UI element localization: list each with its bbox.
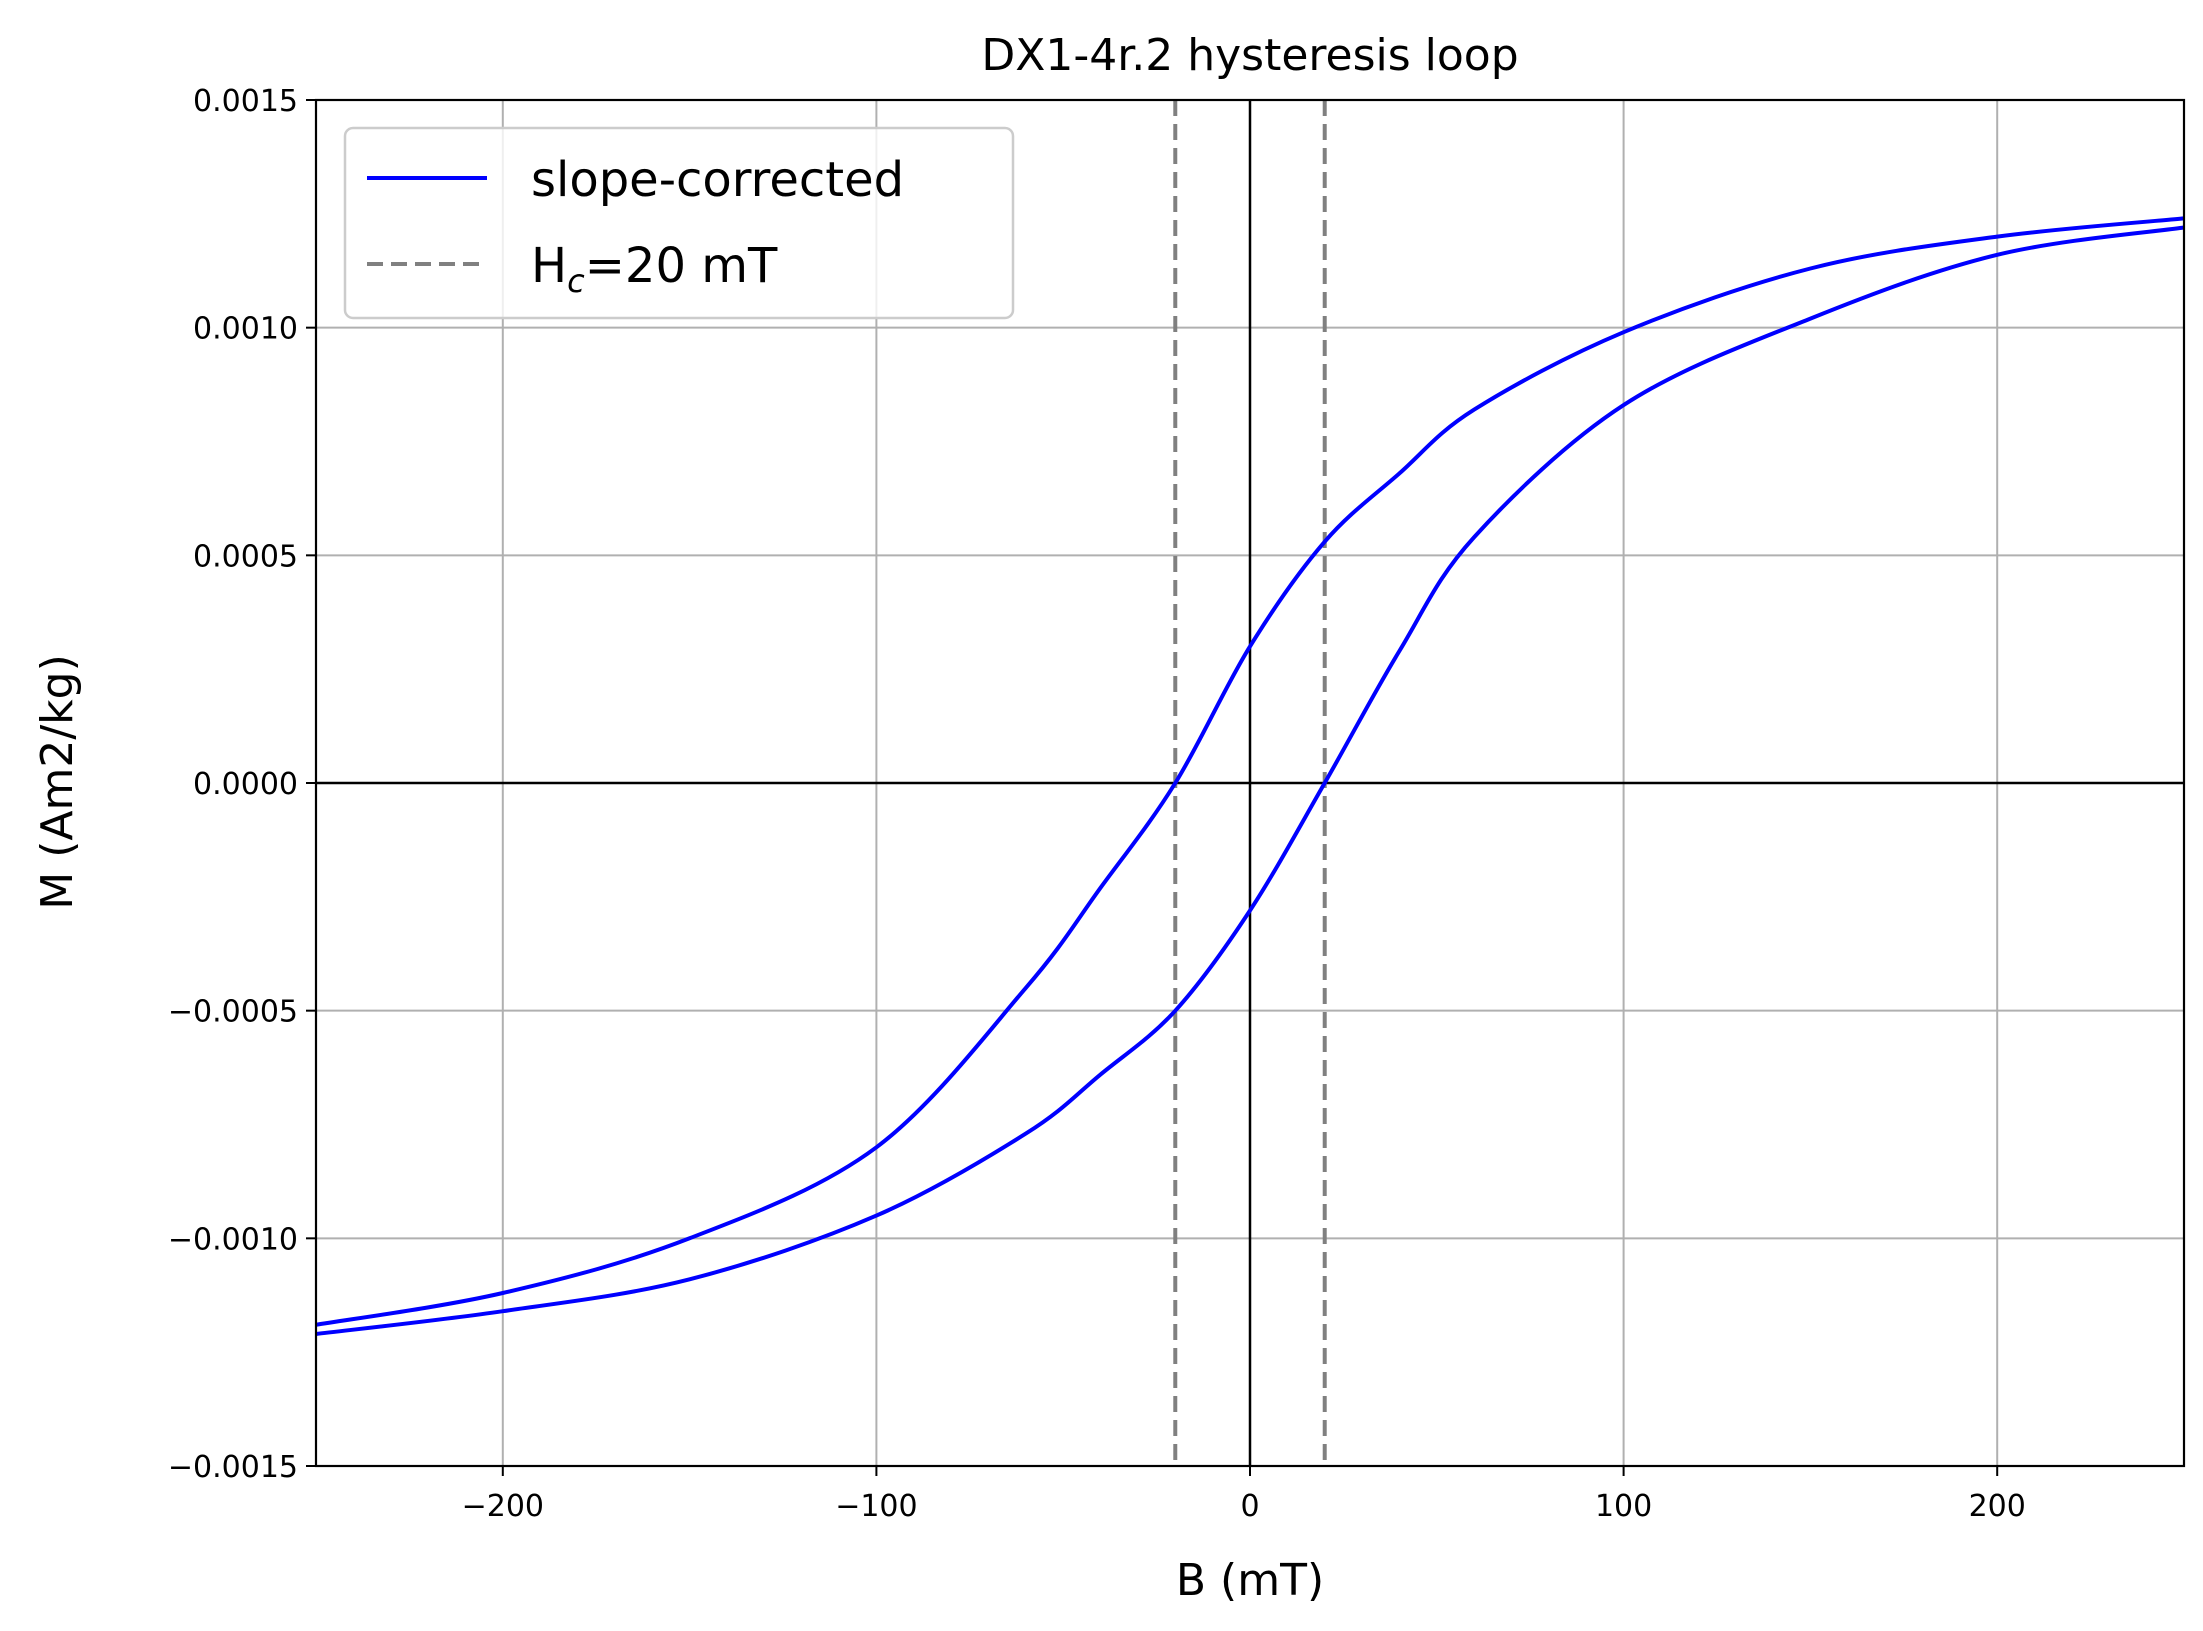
y-tick-label: −0.0010: [168, 1222, 298, 1257]
hysteresis-curves: [315, 216, 2185, 1336]
y-tick-label: 0.0010: [193, 312, 298, 347]
reference-lines: [316, 100, 2184, 1466]
y-tick-label: 0.0000: [193, 767, 298, 802]
x-tick-label: −200: [462, 1489, 544, 1524]
chart-title: DX1-4r.2 hysteresis loop: [981, 30, 1518, 81]
y-tick-label: 0.0005: [193, 539, 298, 574]
legend-hc-rest: =20 mT: [585, 238, 778, 294]
x-tick-label: 200: [1969, 1489, 2026, 1524]
legend: slope-corrected Hc=20 mT: [343, 126, 1015, 320]
hysteresis-branch-upper: [315, 216, 2185, 1327]
legend-hc-sub: c: [567, 262, 585, 300]
y-tick-label: −0.0005: [168, 995, 298, 1030]
y-axis-ticks: 0.0015 0.0010 0.0005 0.0000 −0.0005 −0.0010 −0…: [168, 84, 316, 1485]
legend-label-slope-corrected: slope-corrected: [531, 152, 904, 208]
x-tick-label: −100: [835, 1489, 917, 1524]
y-tick-label: 0.0015: [193, 84, 298, 119]
x-axis-ticks: −200 −100 0 100 200: [462, 1466, 2026, 1524]
legend-label-hc: Hc=20 mT: [531, 238, 778, 300]
x-tick-label: 100: [1595, 1489, 1652, 1524]
y-axis-label: M (Am2/kg): [32, 654, 83, 909]
x-axis-label: B (mT): [1176, 1555, 1324, 1606]
x-tick-label: 0: [1240, 1489, 1259, 1524]
legend-box: [343, 126, 1015, 320]
hysteresis-branch-lower: [315, 225, 2185, 1336]
legend-hc-main: H: [531, 238, 567, 294]
y-tick-label: −0.0015: [168, 1450, 298, 1485]
